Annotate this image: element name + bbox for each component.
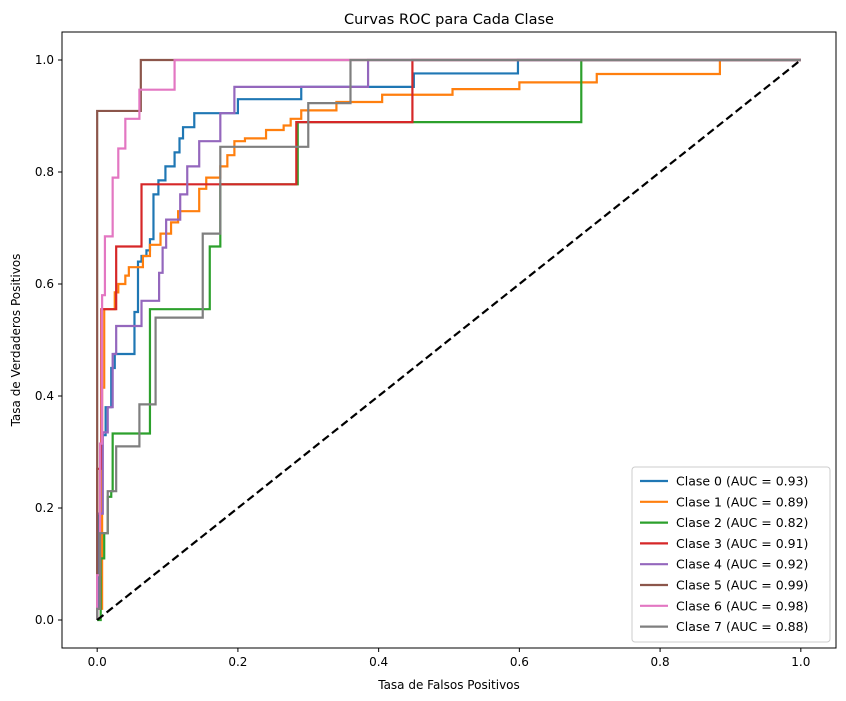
roc-curve-clase-6 <box>96 58 801 620</box>
x-axis: 0.0 0.2 0.4 0.6 0.8 1.0 <box>88 648 810 669</box>
x-tick-label: 1.0 <box>791 655 810 669</box>
chart-title: Curvas ROC para Cada Clase <box>344 12 554 28</box>
roc-curve-clase-3 <box>96 58 801 620</box>
legend-label-clase-2: Clase 2 (AUC = 0.82) <box>676 515 808 530</box>
x-tick-label: 0.0 <box>88 655 107 669</box>
chance-diagonal-line <box>96 59 802 621</box>
y-axis-title: Tasa de Verdaderos Positivos <box>9 254 23 428</box>
y-axis: 0.0 0.2 0.4 0.6 0.8 1.0 <box>35 53 62 627</box>
x-tick-label: 0.8 <box>651 655 670 669</box>
y-tick-label: 0.8 <box>35 165 54 179</box>
x-tick-label: 0.6 <box>510 655 529 669</box>
legend-label-clase-7: Clase 7 (AUC = 0.88) <box>676 619 808 634</box>
y-tick-label: 1.0 <box>35 53 54 67</box>
legend-label-clase-5: Clase 5 (AUC = 0.99) <box>676 578 808 593</box>
x-tick-label: 0.2 <box>228 655 247 669</box>
y-tick-label: 0.6 <box>35 277 54 291</box>
roc-curves <box>96 58 802 622</box>
roc-curve-clase-4 <box>96 58 801 620</box>
plot-frame <box>61 31 837 649</box>
y-tick-label: 0.2 <box>35 501 54 515</box>
legend-label-clase-4: Clase 4 (AUC = 0.92) <box>676 557 808 572</box>
y-tick-label: 0.4 <box>35 389 54 403</box>
y-tick-label: 0.0 <box>35 613 54 627</box>
roc-curve-clase-7 <box>96 58 801 620</box>
roc-curve-clase-2 <box>97 58 801 622</box>
legend-label-clase-3: Clase 3 (AUC = 0.91) <box>676 536 808 551</box>
x-tick-label: 0.4 <box>369 655 388 669</box>
legend-label-clase-0: Clase 0 (AUC = 0.93) <box>676 474 808 489</box>
legend-box <box>631 466 831 643</box>
legend: Clase 0 (AUC = 0.93) Clase 1 (AUC = 0.89)… <box>631 466 831 643</box>
legend-label-clase-6: Clase 6 (AUC = 0.98) <box>676 598 808 613</box>
legend-label-clase-1: Clase 1 (AUC = 0.89) <box>676 494 808 509</box>
x-axis-title: Tasa de Falsos Positivos <box>377 678 520 692</box>
